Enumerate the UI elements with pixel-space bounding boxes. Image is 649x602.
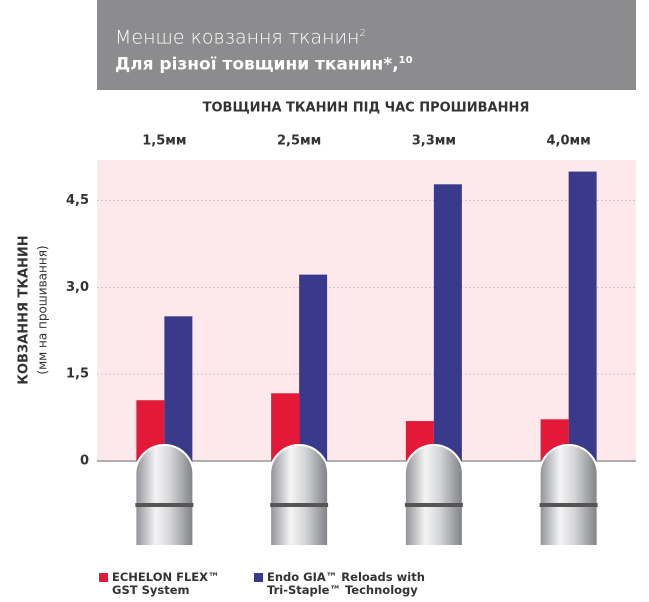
legend-entry: ECHELON FLEX™ GST System — [112, 571, 222, 597]
y-tick-label: 3,0 — [66, 280, 89, 295]
stapler-icon — [540, 445, 598, 546]
stapler-band — [270, 503, 328, 507]
page: {"chart_data": {"type": "bar", "title": … — [0, 0, 649, 602]
y-tick-label: 0 — [80, 454, 89, 469]
bar — [299, 275, 327, 461]
legend-label: ECHELON FLEX™ GST System — [112, 570, 220, 597]
legend-swatch — [99, 573, 108, 582]
bar — [164, 316, 192, 461]
stapler-icon — [135, 445, 193, 546]
bar — [434, 184, 462, 461]
legend-entry: Endo GIA™ Reloads with Tri-Staple™ Techn… — [267, 571, 442, 597]
y-axis-label: КОВЗАННЯ ТКАНИН — [17, 235, 32, 384]
x-tick-label: 1,5мм — [142, 134, 186, 149]
stapler-icon — [405, 445, 463, 546]
y-axis-sublabel: (мм на прошивання) — [36, 245, 50, 374]
x-axis-label: ТОВЩИНА ТКАНИН ПІД ЧАС ПРОШИВАННЯ — [203, 101, 530, 116]
y-tick-label: 1,5 — [66, 367, 89, 382]
legend-label: Endo GIA™ Reloads with Tri-Staple™ Techn… — [267, 570, 425, 597]
stapler-band — [405, 503, 463, 507]
legend-swatch — [254, 573, 263, 582]
stapler-icon — [270, 445, 328, 546]
y-tick-label: 4,5 — [66, 193, 89, 208]
bar — [569, 172, 597, 461]
x-tick-label: 2,5мм — [277, 134, 321, 149]
x-tick-label: 4,0мм — [546, 134, 590, 149]
stapler-band — [540, 503, 598, 507]
stapler-band — [135, 503, 193, 507]
chart: ТОВЩИНА ТКАНИН ПІД ЧАС ПРОШИВАННЯ КОВЗАН… — [0, 0, 649, 602]
x-tick-label: 3,3мм — [412, 134, 456, 149]
